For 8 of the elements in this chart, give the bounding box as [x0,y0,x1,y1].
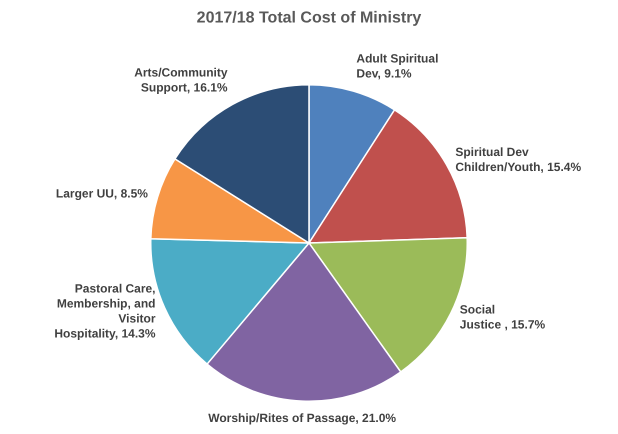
slice-label: Larger UU, 8.5% [56,186,148,201]
slice-label: Adult Spiritual Dev, 9.1% [356,51,438,80]
slice-label: Spiritual Dev Children/Youth, 15.4% [455,144,582,174]
chart-title: 2017/18 Total Cost of Ministry [196,9,422,26]
slice-label: Social Justice , 15.7% [460,302,546,332]
slice-label: Arts/Community Support, 16.1% [134,66,228,95]
slice-label: Pastoral Care, Membership, and Visitor Hospitality, 14.3% [54,282,156,341]
slice-label: Worship/Rites of Passage, 21.0% [208,410,396,425]
